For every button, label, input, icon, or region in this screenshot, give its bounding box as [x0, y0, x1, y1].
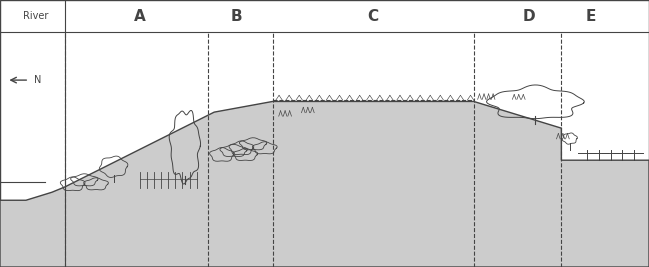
Text: E: E: [585, 9, 596, 23]
Text: N: N: [34, 75, 41, 85]
Text: B: B: [231, 9, 243, 23]
Polygon shape: [0, 101, 649, 267]
Text: A: A: [134, 9, 145, 23]
Text: River: River: [23, 11, 49, 21]
Text: C: C: [367, 9, 379, 23]
Text: D: D: [522, 9, 535, 23]
